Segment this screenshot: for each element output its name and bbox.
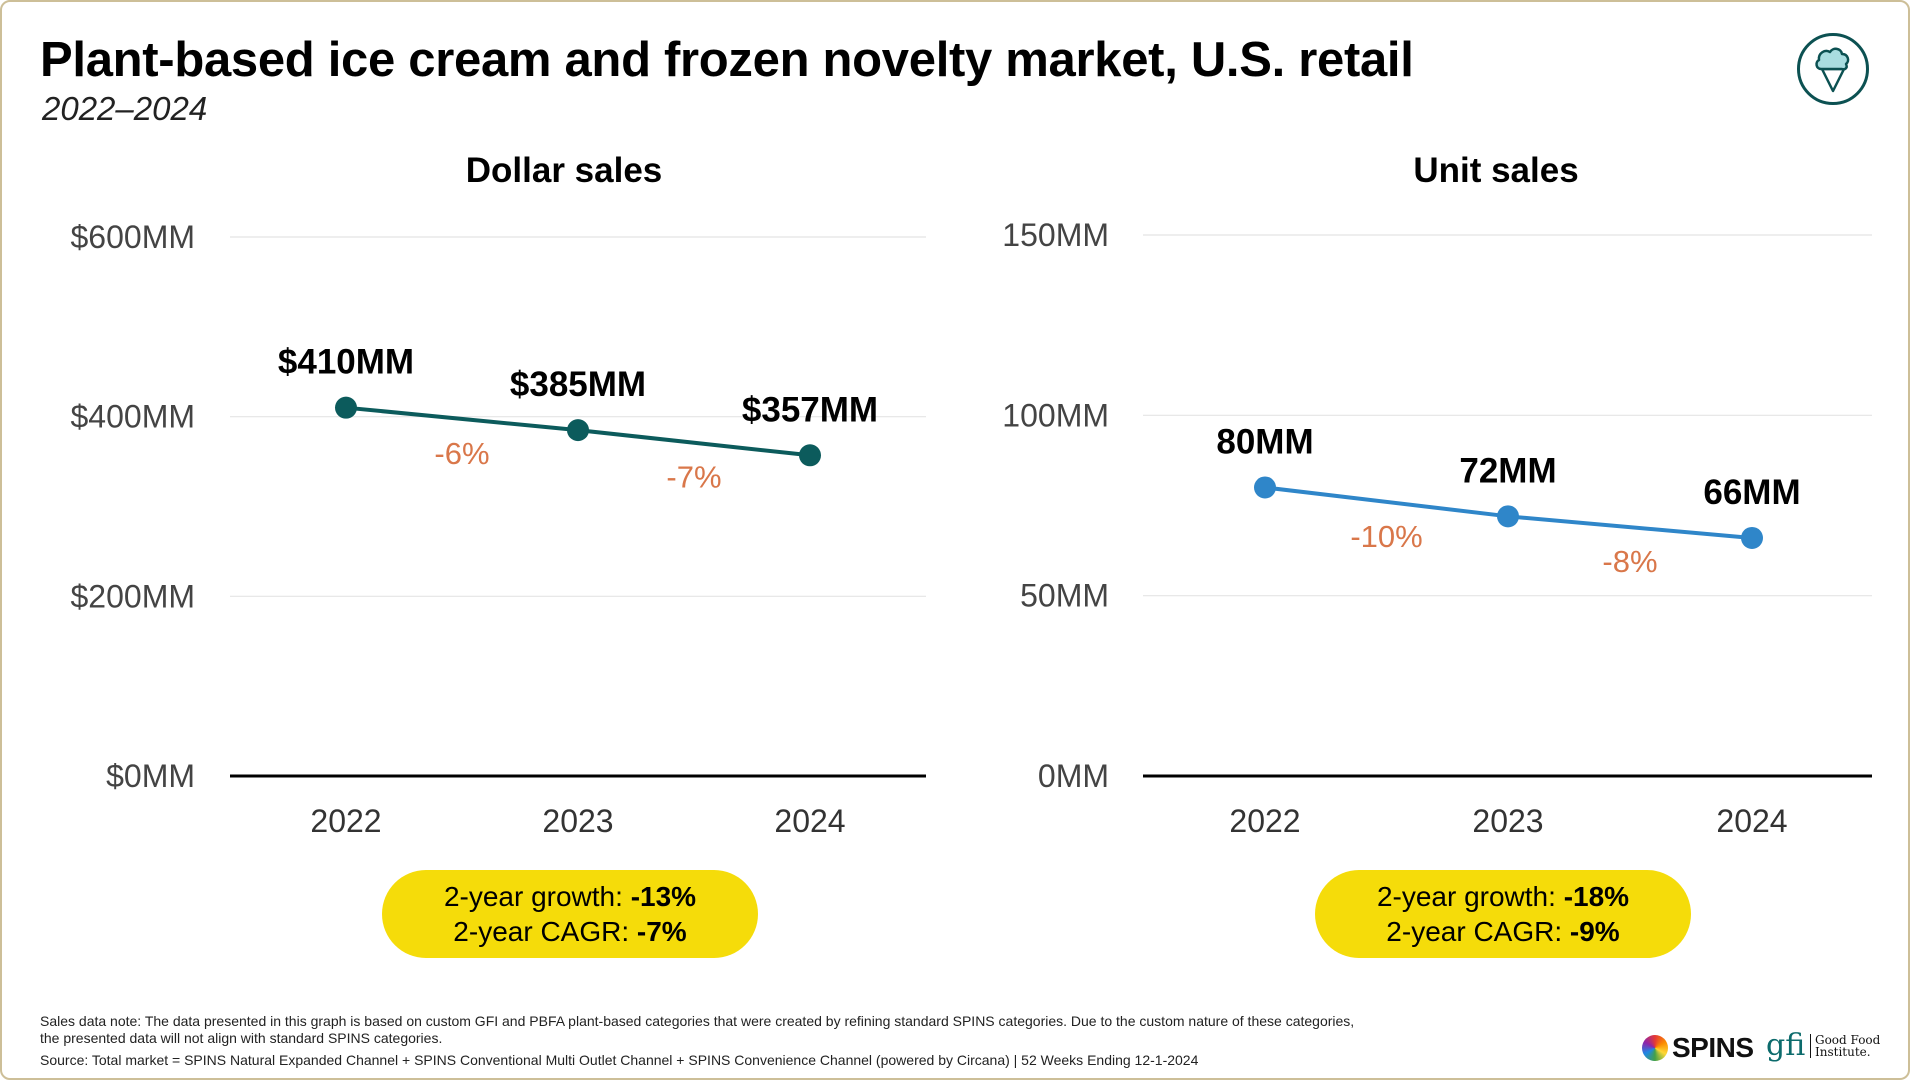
change-label: -8% [1602, 544, 1657, 579]
logos: SPINS gfi Good Food Institute. [1642, 1028, 1882, 1068]
gfi-name-line-1: Good Food [1815, 1033, 1881, 1047]
data-label: 72MM [1459, 451, 1556, 490]
data-point [1497, 505, 1519, 528]
page-subtitle: 2022–2024 [42, 90, 208, 127]
dollar-sales-chart: Dollar sales $0MM $200MM $400MM $600MM 2022 20… [71, 151, 926, 839]
sales-data-note: Sales data note: The data presented in t… [40, 1013, 1440, 1047]
gfi-name-line-2: Institute. [1815, 1045, 1871, 1059]
cagr-value: -9% [1569, 916, 1620, 947]
cagr-value: -7% [636, 916, 687, 947]
data-point [1741, 526, 1763, 549]
y-tick-label: $200MM [71, 578, 196, 614]
x-tick-label: 2024 [1716, 803, 1787, 839]
data-label: $385MM [510, 365, 646, 404]
change-label: -6% [434, 436, 489, 471]
y-tick-label: 50MM [1020, 578, 1109, 614]
gfi-logo: gfi [1766, 1028, 1806, 1063]
y-tick-label: $400MM [71, 399, 196, 435]
data-label: $410MM [278, 343, 414, 382]
x-tick-label: 2022 [1229, 803, 1300, 839]
source-note: Source: Total market = SPINS Natural Exp… [40, 1052, 1199, 1068]
dollar-sales-summary-badge: 2-year growth: -13% 2-year CAGR: -7% [382, 870, 758, 958]
spins-logo: SPINS [1642, 1032, 1754, 1064]
note-line-1: Sales data note: The data presented in t… [40, 1013, 1355, 1029]
growth-label: 2-year growth: [1376, 881, 1556, 912]
x-tick-label: 2023 [1472, 803, 1543, 839]
growth-label: 2-year growth: [443, 881, 623, 912]
unit-sales-chart: Unit sales 0MM 50MM 100MM 150MM 2022 2023 2024 8… [1002, 151, 1872, 839]
data-label: $357MM [742, 390, 878, 429]
growth-value: -13% [630, 881, 697, 912]
ice-cream-cone-icon [1797, 33, 1869, 105]
cagr-label: 2-year CAGR: [1386, 916, 1563, 947]
x-tick-label: 2023 [542, 803, 613, 839]
change-label: -7% [666, 460, 721, 495]
x-tick-label: 2024 [774, 803, 845, 839]
data-label: 80MM [1216, 422, 1313, 461]
y-tick-label: $0MM [106, 758, 195, 794]
y-tick-label: 100MM [1002, 397, 1109, 433]
y-tick-label: 150MM [1002, 217, 1109, 253]
unit-sales-summary-badge: 2-year growth: -18% 2-year CAGR: -9% [1315, 870, 1691, 958]
y-tick-label: 0MM [1038, 758, 1109, 794]
growth-value: -18% [1563, 881, 1630, 912]
data-label: 66MM [1703, 473, 1800, 512]
chart-title: Unit sales [1413, 151, 1578, 190]
gfi-logo-text: Good Food Institute. [1810, 1034, 1880, 1058]
change-label: -10% [1350, 519, 1422, 554]
y-tick-label: $600MM [71, 219, 196, 255]
data-point [799, 444, 821, 467]
x-tick-label: 2022 [310, 803, 381, 839]
data-point [1254, 476, 1276, 499]
note-line-2: the presented data will not align with s… [40, 1030, 443, 1046]
data-point [335, 396, 357, 419]
data-point [567, 419, 589, 442]
chart-title: Dollar sales [466, 151, 663, 190]
page-title: Plant-based ice cream and frozen novelty… [40, 33, 1414, 87]
spins-logo-text: SPINS [1672, 1032, 1754, 1063]
cagr-label: 2-year CAGR: [453, 916, 630, 947]
spins-mark-icon [1642, 1035, 1668, 1061]
